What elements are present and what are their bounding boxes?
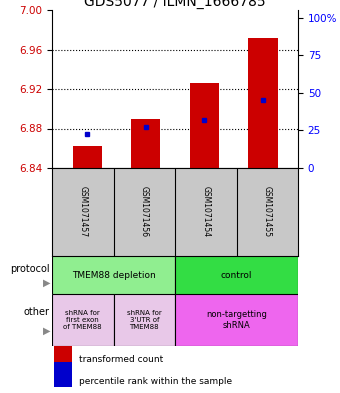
Text: ▶: ▶ bbox=[42, 325, 50, 335]
Bar bbox=[131, 119, 160, 168]
Text: ▶: ▶ bbox=[42, 277, 50, 288]
Text: non-targetting
shRNA: non-targetting shRNA bbox=[206, 310, 267, 330]
Bar bbox=[114, 294, 175, 346]
Title: GDS5077 / ILMN_1666785: GDS5077 / ILMN_1666785 bbox=[84, 0, 266, 9]
Text: GSM1071456: GSM1071456 bbox=[140, 186, 149, 237]
Bar bbox=[248, 38, 277, 168]
Text: GSM1071454: GSM1071454 bbox=[201, 186, 210, 237]
Text: shRNA for
3'UTR of
TMEM88: shRNA for 3'UTR of TMEM88 bbox=[127, 310, 162, 330]
Bar bbox=[54, 362, 72, 387]
Text: protocol: protocol bbox=[11, 264, 50, 274]
Bar bbox=[54, 340, 72, 365]
Bar bbox=[52, 256, 175, 294]
Text: TMEM88 depletion: TMEM88 depletion bbox=[72, 270, 155, 279]
Text: transformed count: transformed count bbox=[79, 355, 163, 364]
Text: shRNA for
first exon
of TMEM88: shRNA for first exon of TMEM88 bbox=[64, 310, 102, 330]
Bar bbox=[190, 83, 219, 168]
Text: control: control bbox=[221, 270, 252, 279]
Bar bbox=[52, 294, 114, 346]
Text: GSM1071457: GSM1071457 bbox=[78, 186, 87, 237]
Bar bbox=[72, 146, 102, 168]
Bar bbox=[175, 294, 298, 346]
Text: percentile rank within the sample: percentile rank within the sample bbox=[79, 377, 232, 386]
Text: GSM1071455: GSM1071455 bbox=[263, 186, 272, 237]
Text: other: other bbox=[24, 307, 50, 317]
Bar bbox=[175, 256, 298, 294]
